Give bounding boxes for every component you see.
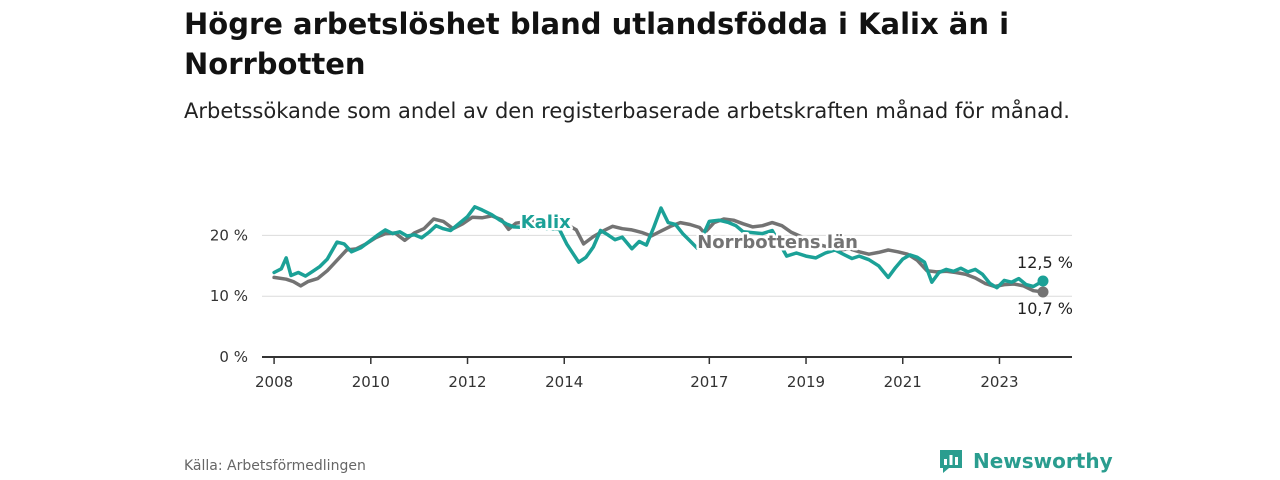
brand-name: Newsworthy	[973, 449, 1113, 473]
kalix-end-label: 12,5 %	[1017, 253, 1073, 272]
x-tick-label: 2014	[545, 373, 583, 391]
x-tick-label: 2012	[448, 373, 486, 391]
kalix-end-point	[1037, 275, 1049, 287]
norrbotten-end-point	[1037, 286, 1049, 298]
gridlines	[262, 234, 1072, 358]
series-lines	[272, 205, 1049, 298]
norrbotten-end-label: 10,7 %	[1017, 299, 1073, 318]
y-axis-ticks: 0 % 10 % 20 %	[210, 226, 248, 366]
series-labels: Kalix Norrbottens län 12,5 % 10,7 %	[518, 210, 1073, 318]
newsworthy-logo-icon	[940, 450, 962, 473]
chart-title: Högre arbetslöshet bland utlandsfödda i …	[184, 7, 1010, 81]
x-axis-ticks: 2008 2010 2012 2014 2017 2019 2021 2023	[255, 357, 1019, 391]
x-tick-label: 2010	[352, 373, 390, 391]
y-tick-label: 0 %	[219, 348, 248, 366]
x-tick-label: 2021	[884, 373, 922, 391]
x-tick-label: 2017	[690, 373, 728, 391]
norrbotten-series-label: Norrbottens län	[697, 232, 858, 253]
chart-subtitle: Arbetssökande som andel av den registerb…	[184, 99, 1070, 123]
norrbotten-line	[272, 214, 1045, 294]
y-tick-label: 20 %	[210, 226, 248, 244]
x-tick-label: 2008	[255, 373, 293, 391]
kalix-line	[272, 205, 1045, 290]
x-tick-label: 2019	[787, 373, 825, 391]
kalix-series-label: Kalix	[521, 212, 571, 233]
y-tick-label: 10 %	[210, 287, 248, 305]
source-note: Källa: Arbetsförmedlingen	[184, 458, 366, 474]
x-tick-label: 2023	[980, 373, 1018, 391]
brand-logo[interactable]: Newsworthy	[937, 447, 1113, 475]
